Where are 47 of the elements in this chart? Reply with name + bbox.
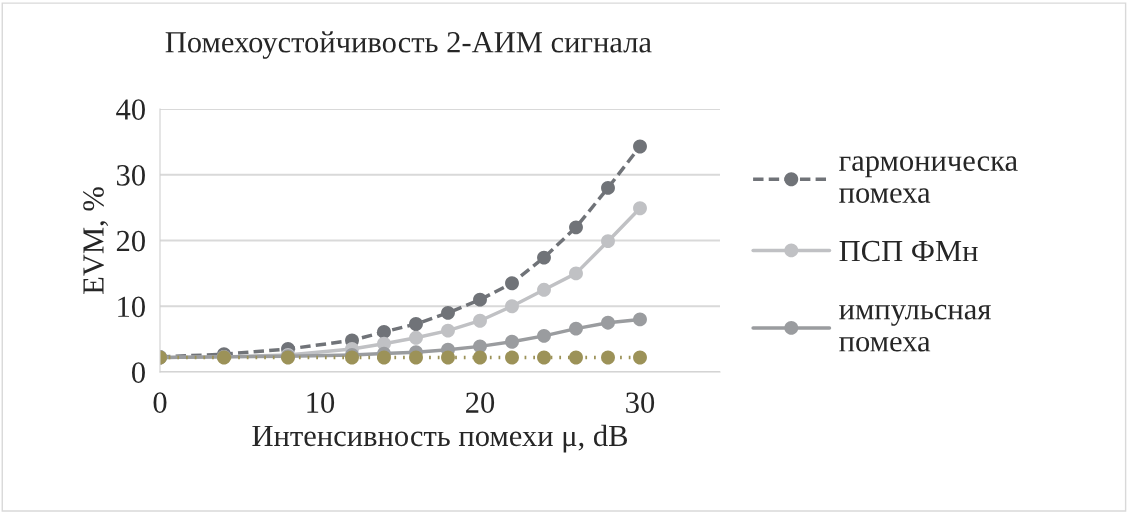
point: [505, 276, 519, 291]
chart-title: Помехоустойчивость 2-АИМ сигнала: [165, 31, 652, 59]
point: [409, 317, 423, 331]
point: [473, 292, 487, 307]
point: [441, 350, 455, 365]
point: [537, 350, 551, 365]
x-axis-title: Интенсивность помехи μ, dB: [252, 424, 628, 453]
point: [441, 305, 455, 320]
x-tick-label: 10: [307, 392, 335, 413]
point: [473, 313, 487, 328]
x-tick-label: 20: [466, 392, 495, 413]
point: [569, 350, 583, 365]
point: [633, 139, 647, 154]
point: [505, 334, 519, 349]
point: [377, 324, 391, 339]
point: [601, 234, 615, 249]
legend-label: гармоническа помеха: [839, 156, 1018, 203]
point: [601, 350, 615, 365]
y-tick-label: 40: [116, 99, 145, 120]
point: [601, 180, 615, 195]
legend-label: ПСП ФМн: [839, 240, 978, 262]
point: [633, 350, 647, 365]
point: [473, 350, 487, 365]
legend-label: импульсная помеха: [839, 304, 991, 352]
y-tick-label: 0: [132, 362, 145, 383]
point: [537, 250, 551, 265]
point: [633, 312, 647, 327]
x-tick-label: 0: [153, 392, 167, 413]
y-tick-label: 30: [117, 165, 145, 186]
point: [409, 330, 423, 345]
point: [601, 315, 615, 330]
point: [569, 266, 583, 281]
y-axis-title: EVM, %: [83, 187, 109, 294]
x-tick-label: 30: [626, 392, 655, 413]
point: [569, 321, 583, 336]
point: [377, 350, 391, 365]
point: [441, 323, 455, 338]
y-tick-label: 20: [116, 230, 145, 252]
point: [473, 339, 487, 354]
y-tick-label: 10: [118, 296, 145, 318]
point: [505, 350, 519, 365]
point: [569, 220, 583, 235]
point: [537, 328, 551, 343]
point: [633, 201, 647, 216]
point: [409, 350, 423, 365]
point: [537, 282, 551, 297]
point: [505, 299, 519, 314]
